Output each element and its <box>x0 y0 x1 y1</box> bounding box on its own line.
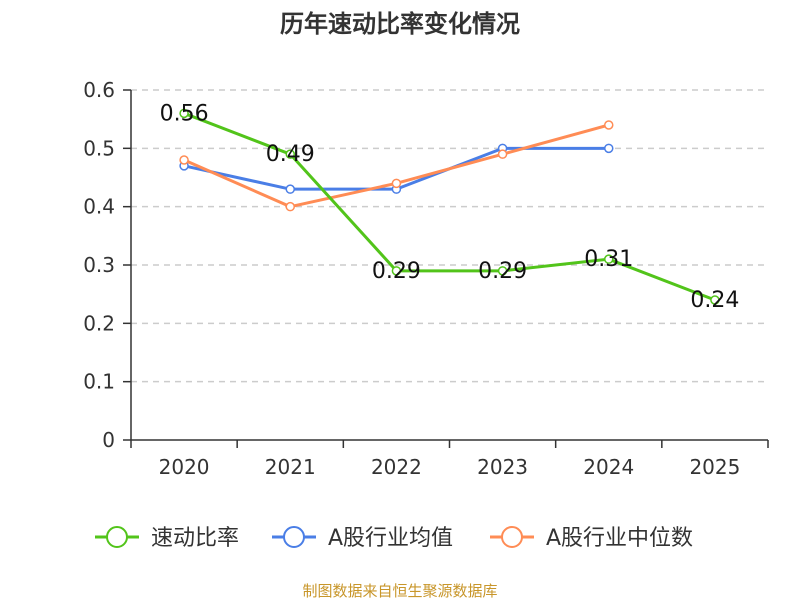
x-tick-label: 2022 <box>371 455 422 479</box>
data-label: 0.29 <box>478 259 527 284</box>
y-tick-label: 0.1 <box>83 370 115 394</box>
data-point <box>710 295 720 305</box>
data-point <box>604 120 614 130</box>
data-label: 0.31 <box>584 247 633 272</box>
data-point <box>179 108 189 119</box>
x-tick-label: 2020 <box>159 455 210 479</box>
data-point <box>497 266 508 276</box>
data-label: 0.49 <box>266 142 315 167</box>
legend-label: A股行业均值 <box>328 526 453 551</box>
data-label: 0.24 <box>690 288 739 313</box>
data-point <box>391 178 402 189</box>
data-point <box>604 143 614 154</box>
data-label: 0.56 <box>160 101 209 126</box>
legend-marker-icon <box>501 526 523 548</box>
source-note: 制图数据来自恒生聚源数据库 <box>302 582 497 600</box>
legend-marker-icon <box>283 526 305 548</box>
data-point <box>179 155 189 165</box>
chart-title: 历年速动比率变化情况 <box>280 10 520 38</box>
x-tick-label: 2025 <box>689 455 740 479</box>
x-tick-label: 2023 <box>477 455 528 479</box>
y-tick-label: 0 <box>102 428 115 452</box>
y-tick-label: 0.6 <box>83 78 115 102</box>
x-tick-label: 2024 <box>583 455 634 479</box>
x-tick-label: 2021 <box>265 455 316 479</box>
data-point <box>391 266 402 276</box>
y-tick-label: 0.5 <box>83 136 115 160</box>
legend-label: 速动比率 <box>151 526 239 551</box>
y-tick-label: 0.4 <box>83 195 115 219</box>
data-point <box>497 149 508 159</box>
y-tick-label: 0.3 <box>83 253 115 277</box>
legend-marker-icon <box>106 526 128 548</box>
data-label: 0.29 <box>372 259 421 284</box>
legend-label: A股行业中位数 <box>546 526 693 551</box>
data-point <box>285 184 295 194</box>
data-point <box>285 149 295 159</box>
series-line-0 <box>183 111 716 302</box>
y-tick-label: 0.2 <box>83 311 115 335</box>
data-point <box>285 201 295 212</box>
data-point <box>604 254 614 264</box>
